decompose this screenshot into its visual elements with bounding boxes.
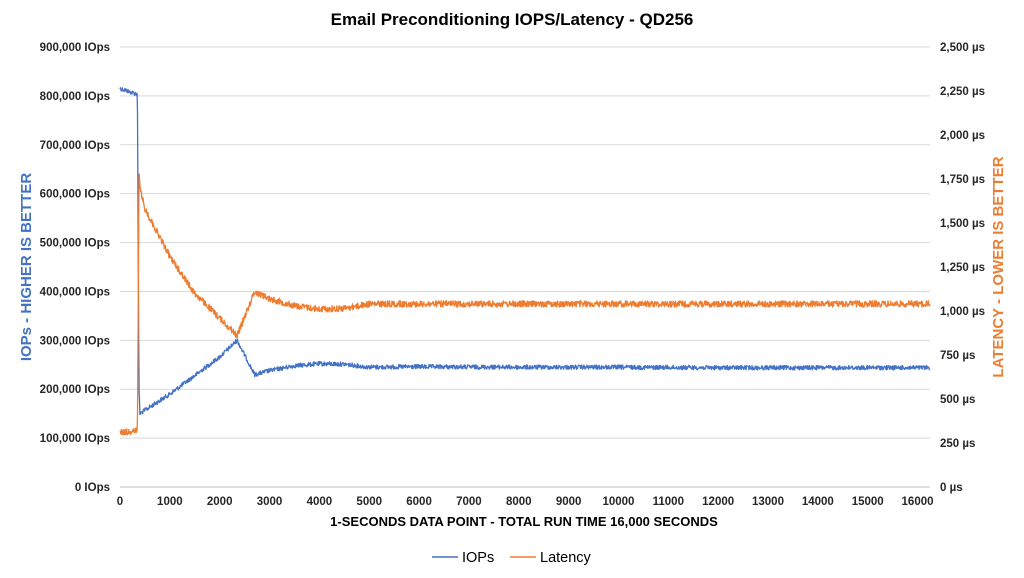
x-tick-labels: 0 1000 2000 3000 4000 5000 6000 7000 8000 9000 100… [117, 496, 934, 508]
x-tick-label: 14000 [802, 496, 834, 508]
legend-label-latency: Latency [540, 550, 592, 566]
y-right-tick-label: 1,000 µs [940, 306, 985, 318]
y-left-tick-label: 0 IOps [75, 482, 110, 494]
y-left-tick-label: 500,000 IOps [40, 238, 110, 250]
chart-title: Email Preconditioning IOPS/Latency - QD2… [331, 10, 694, 29]
y-right-tick-label: 1,250 µs [940, 262, 985, 274]
iops-series-line [119, 87, 931, 416]
y-left-tick-label: 800,000 IOps [40, 91, 110, 103]
series-lines [119, 87, 931, 436]
y-right-tick-label: 250 µs [940, 438, 975, 450]
y-right-tick-label: 750 µs [940, 350, 975, 362]
y-left-tick-labels: 0 IOps 100,000 IOps 200,000 IOps 300,000 IO… [40, 42, 110, 494]
y-left-tick-label: 200,000 IOps [40, 384, 110, 396]
legend: IOPs Latency [432, 550, 592, 566]
x-tick-label: 10000 [602, 496, 634, 508]
x-tick-label: 12000 [702, 496, 734, 508]
y-right-tick-labels: 0 µs 250 µs 500 µs 750 µs 1,000 µs 1,250 µs 1,… [940, 42, 985, 494]
legend-label-iops: IOPs [462, 550, 494, 566]
y-left-axis-label: IOPs - HIGHER IS BETTER [18, 173, 35, 362]
y-right-tick-label: 500 µs [940, 394, 975, 406]
latency-series-line [119, 173, 931, 436]
x-tick-label: 16000 [902, 496, 934, 508]
y-right-axis-label: LATENCY - LOWER IS BETTER [990, 156, 1007, 377]
y-right-tick-label: 1,750 µs [940, 174, 985, 186]
x-tick-label: 4000 [307, 496, 333, 508]
y-left-tick-label: 700,000 IOps [40, 140, 110, 152]
x-tick-label: 2000 [207, 496, 233, 508]
gridlines [120, 46, 930, 488]
y-right-tick-label: 1,500 µs [940, 218, 985, 230]
x-tick-label: 0 [117, 496, 123, 508]
y-right-tick-label: 2,250 µs [940, 86, 985, 98]
x-tick-label: 13000 [752, 496, 784, 508]
y-right-tick-label: 2,000 µs [940, 130, 985, 142]
x-axis-label: 1-SECONDS DATA POINT - TOTAL RUN TIME 16… [330, 514, 718, 529]
x-tick-label: 3000 [257, 496, 283, 508]
y-left-tick-label: 400,000 IOps [40, 286, 110, 298]
x-tick-label: 6000 [406, 496, 432, 508]
y-right-tick-label: 2,500 µs [940, 42, 985, 54]
x-tick-label: 15000 [852, 496, 884, 508]
x-tick-label: 5000 [356, 496, 382, 508]
y-left-tick-label: 300,000 IOps [40, 335, 110, 347]
x-tick-label: 8000 [506, 496, 532, 508]
y-right-tick-label: 0 µs [940, 482, 963, 494]
x-tick-label: 9000 [556, 496, 582, 508]
y-left-tick-label: 600,000 IOps [40, 189, 110, 201]
y-left-tick-label: 900,000 IOps [40, 42, 110, 54]
x-tick-label: 7000 [456, 496, 482, 508]
x-tick-label: 1000 [157, 496, 183, 508]
x-tick-label: 11000 [653, 496, 684, 508]
y-left-tick-label: 100,000 IOps [40, 433, 110, 445]
